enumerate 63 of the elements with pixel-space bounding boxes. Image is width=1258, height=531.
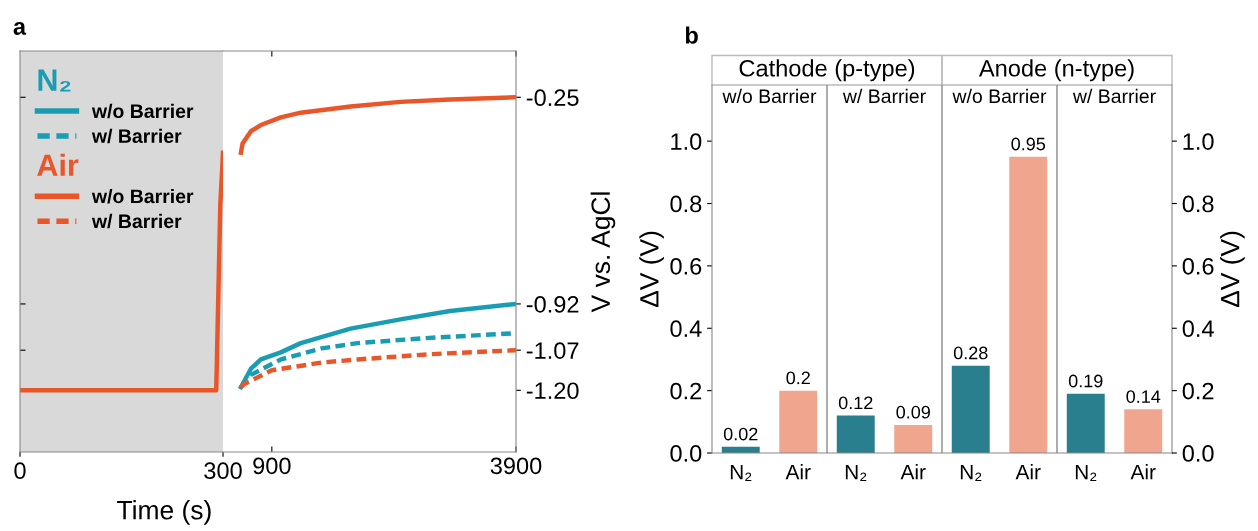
bar [1009, 156, 1048, 453]
x-tick-label: Air [785, 464, 811, 480]
y2-tick-label: 0.4 [1182, 320, 1214, 338]
line-series [238, 347, 516, 390]
y-axis-title: V vs. AgCl [590, 192, 616, 313]
chart-title: a [13, 21, 27, 35]
bar [951, 365, 990, 453]
annotation: Air [37, 153, 79, 176]
data-label: 0.12 [838, 396, 873, 410]
annotation: w/o Barrier [722, 88, 817, 104]
y-tick-label: 1.0 [671, 133, 702, 150]
data-label: 0.14 [1126, 390, 1161, 403]
y-tick-label: 0.2 [670, 382, 702, 400]
data-label: 0.95 [1011, 137, 1046, 151]
bar [836, 415, 875, 453]
y-tick-label: -1.07 [526, 342, 579, 359]
bar [1124, 409, 1163, 453]
y-tick-label: 0.4 [670, 320, 702, 338]
text: Cathode (p-type) [739, 59, 915, 82]
bar [894, 424, 933, 453]
text: Anode (n-type) [978, 59, 1134, 82]
data-label: 0.28 [953, 346, 988, 360]
annotation: w/o Barrier [952, 88, 1047, 104]
data-label: 0.2 [786, 371, 810, 385]
y-tick-label: 0.8 [670, 195, 702, 213]
y-tick-label: -0.92 [526, 296, 579, 313]
data-label: 0.19 [1068, 374, 1103, 388]
y2-tick-label: 0.6 [1182, 257, 1214, 275]
x-tick-label: Air [900, 464, 926, 480]
y-tick-label: 0.6 [670, 257, 702, 275]
y2-tick-label: 0.2 [1182, 382, 1214, 400]
x-tick-label: 900 [253, 457, 291, 475]
data-label: 0.02 [723, 427, 758, 441]
x-tick-label: N₂ [845, 464, 867, 481]
y-tick-label: 0.0 [670, 445, 702, 462]
annotation: w/ Barrier [842, 88, 926, 104]
y-tick-label: -0.25 [526, 89, 579, 107]
y-tick-label: -1.20 [526, 382, 579, 400]
y-axis-title: ΔV (V) [639, 231, 664, 308]
legend-label: w/ Barrier [91, 213, 182, 229]
annotation: w/ Barrier [1072, 88, 1156, 104]
x-tick-label: Air [1015, 464, 1041, 480]
y2-tick-label: 0.8 [1182, 195, 1214, 213]
x-tick-label: 300 [204, 462, 242, 480]
x-axis-title: Time (s) [117, 500, 211, 525]
legend-label: w/ Barrier [91, 128, 182, 144]
x-tick-label: 3900 [490, 457, 542, 475]
line-series [238, 95, 516, 156]
x-tick-label: 0 [14, 462, 26, 480]
chart-title: b [685, 26, 698, 44]
annotation: N₂ [38, 69, 71, 92]
x-tick-label: N₂ [1075, 464, 1097, 481]
bar [1066, 393, 1105, 453]
legend-label: w/o Barrier [91, 188, 194, 204]
x-tick-label: N₂ [730, 464, 752, 481]
x-tick-label: Air [1130, 464, 1156, 480]
bar [779, 390, 818, 453]
data-label: 0.09 [896, 405, 930, 419]
y2-axis-title: ΔV (V) [1220, 231, 1245, 308]
y2-tick-label: 0.0 [1182, 445, 1214, 462]
x-tick-label: N₂ [960, 464, 982, 481]
y2-tick-label: 1.0 [1183, 133, 1214, 150]
legend-label: w/o Barrier [91, 103, 194, 119]
